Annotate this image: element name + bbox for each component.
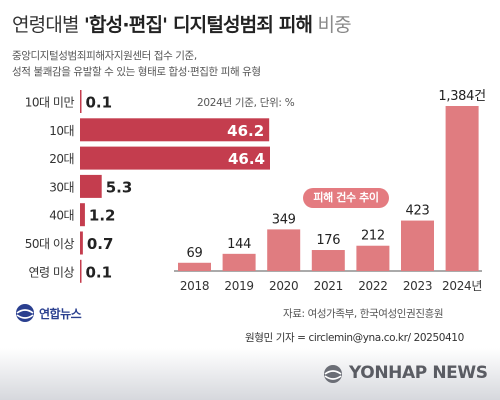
year-value-label: 144 [227,237,251,252]
age-bar [80,118,270,142]
year-value-label: 1,384건 [438,89,485,104]
age-bar [80,174,102,198]
subtitle-line-1: 중앙디지털성범죄피해자지원센터 접수 기준, [12,50,197,62]
age-value-label: 46.2 [227,122,264,140]
year-tick-label: 2022 [358,279,387,293]
year-value-label: 423 [406,204,430,219]
title-part-2: '합성·편집' 디지털성범죄 피해 [83,14,313,36]
footer-band: YONHAP NEWS [0,348,500,400]
age-value-label: 0.7 [87,235,114,253]
year-tick-label: 2019 [224,279,253,293]
age-value-label: 0.1 [86,94,113,112]
year-value-label: 212 [361,229,385,244]
year-value-label: 69 [187,246,203,261]
year-column [356,245,390,271]
age-bar [80,231,83,255]
age-category-label: 40대 [49,209,74,223]
year-tick-label: 2018 [180,279,209,293]
age-category-label: 10대 [49,124,74,138]
age-bar [80,146,270,170]
age-category-label: 50대 이상 [25,237,75,251]
age-value-label: 46.4 [228,150,265,168]
age-category-label: 10대 미만 [25,96,75,110]
subtitle-line-2: 성적 불쾌감을 유발할 수 있는 형태로 합성·편집한 피해 유형 [12,66,261,78]
age-value-label: 1.2 [89,207,116,225]
year-tick-label: 2024년 [442,279,482,293]
year-tick-label: 2021 [314,279,343,293]
brand-text: YONHAP NEWS [349,363,488,383]
age-bar [80,90,82,113]
yonhap-logo: 연합뉴스 [14,302,82,324]
title-part-1: 연령대별 [12,14,84,36]
year-column [267,229,301,271]
chart-subtitle: 중앙디지털성범죄피해자지원센터 접수 기준, 성적 불쾌감을 유발할 수 있는 … [12,48,261,80]
yonhap-globe-icon [16,304,34,322]
byline: 원형민 기자 = circlemin@yna.co.kr/ 20250410 [245,332,464,344]
age-value-label: 5.3 [106,178,133,196]
source-note: 자료: 여성가족부, 한국여성인권진흥원 [283,308,444,320]
yonhap-mark-icon [324,365,342,383]
year-value-label: 176 [316,233,340,248]
year-column [401,220,434,271]
year-tick-label: 2020 [269,279,298,293]
year-column [222,253,256,271]
year-column [311,250,345,271]
age-value-label: 0.1 [86,263,113,281]
logo-text: 연합뉴스 [39,306,82,321]
trend-badge: 피해 건수 추이 [303,188,389,208]
year-tick-label: 2023 [403,279,432,293]
age-category-label: 20대 [49,152,74,166]
age-bar [80,203,85,227]
age-bar [80,259,82,283]
age-category-label: 연령 미상 [29,265,75,279]
year-column [445,106,479,271]
unit-note: 2024년 기준, 단위: % [197,97,295,109]
year-value-label: 349 [272,212,296,227]
year-column [178,262,211,271]
age-category-label: 30대 [49,180,74,194]
chart-title: 연령대별 '합성·편집' 디지털성범죄 피해 비중 [12,10,352,37]
title-part-3: 비중 [312,14,351,36]
